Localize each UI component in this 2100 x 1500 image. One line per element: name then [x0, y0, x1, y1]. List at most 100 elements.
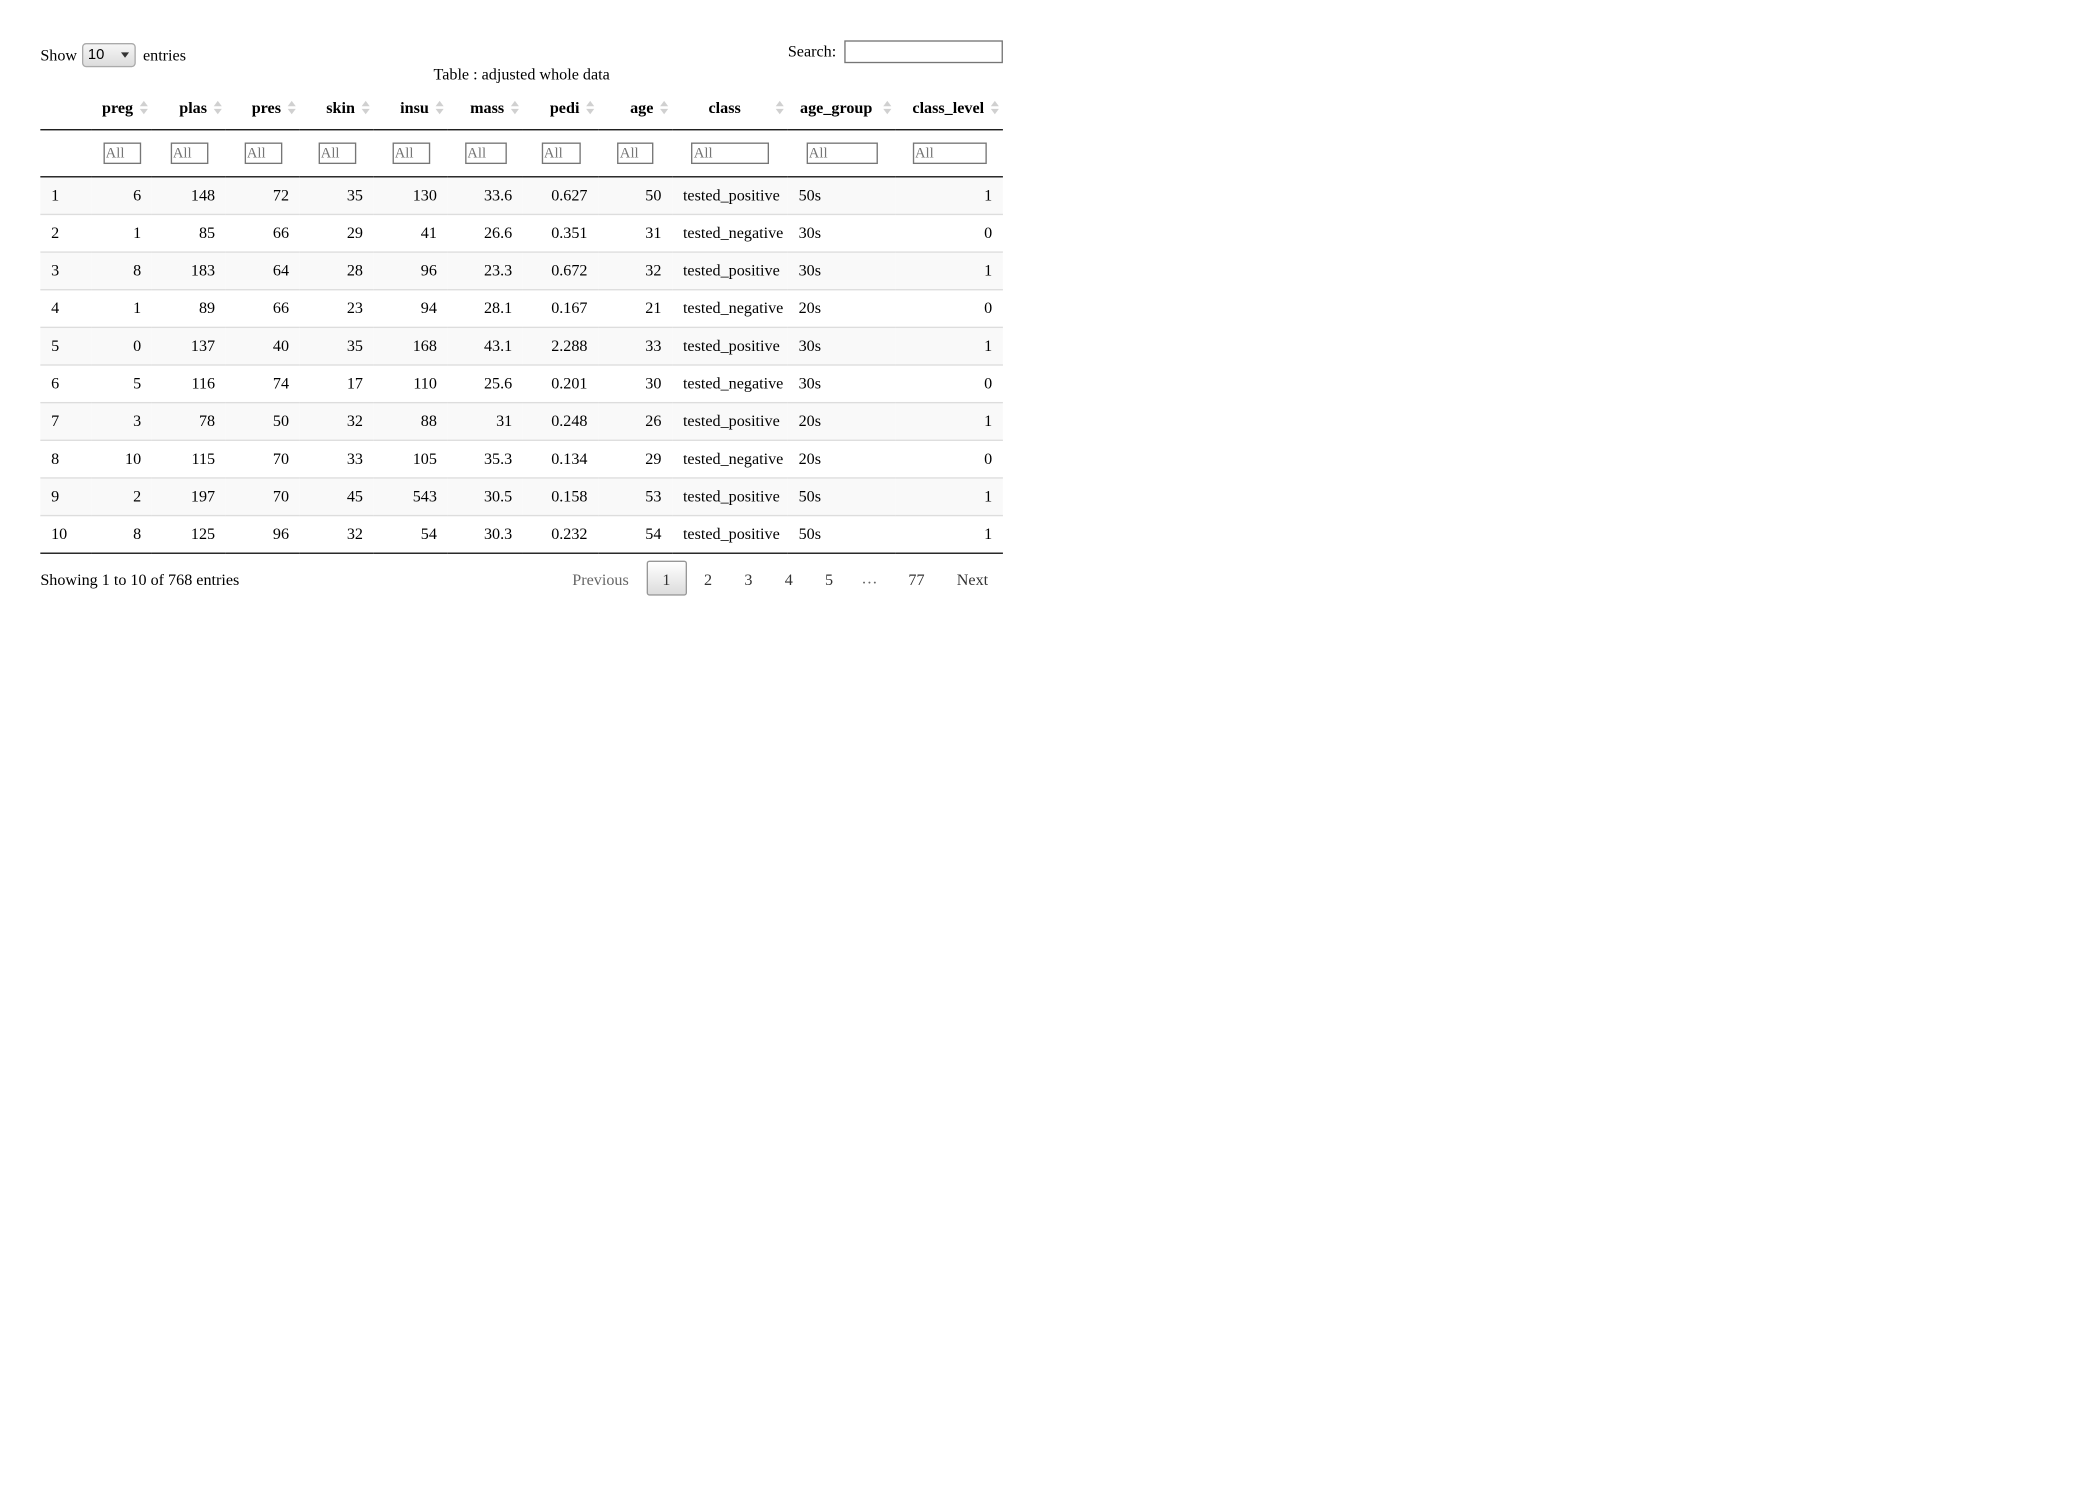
column-header-label: pres [251, 97, 281, 117]
cell-insu: 130 [373, 176, 448, 215]
cell-class: tested_positive [672, 176, 788, 215]
column-header-plas[interactable]: plas [151, 86, 226, 131]
cell-preg: 1 [91, 289, 152, 328]
cell-age-group: 20s [787, 289, 896, 328]
next-button[interactable]: Next [956, 570, 989, 589]
page-button-3[interactable]: 3 [744, 570, 753, 589]
cell-age: 26 [598, 401, 673, 441]
search-control: Search: [788, 40, 1003, 64]
page-button-1[interactable]: 1 [646, 560, 687, 596]
previous-button[interactable]: Previous [572, 570, 629, 589]
table-info: Showing 1 to 10 of 768 entries [40, 570, 240, 589]
filter-input-plas[interactable] [170, 142, 208, 165]
cell-index: 1 [40, 176, 92, 215]
column-header-mass[interactable]: mass [447, 86, 523, 131]
entries-length-value: 10 [87, 47, 105, 64]
cell-pedi: 0.627 [522, 176, 599, 215]
cell-class: tested_positive [672, 326, 788, 366]
column-header-pedi[interactable]: pedi [522, 86, 599, 131]
cell-plas: 197 [151, 477, 226, 516]
table-row[interactable]: 5 0 137 40 35 168 43.1 2.288 33 tested_positive 30… [40, 326, 1003, 366]
cell-class-level: 1 [895, 477, 1003, 516]
cell-index: 10 [40, 514, 92, 554]
cell-preg: 8 [91, 514, 152, 554]
filter-input-pres[interactable] [244, 142, 282, 165]
page-button-4[interactable]: 4 [784, 570, 793, 589]
column-filter-cell [299, 129, 374, 178]
table-row[interactable]: 3 8 183 64 28 96 23.3 0.672 32 tested_positive 30s… [40, 251, 1003, 290]
cell-index: 4 [40, 289, 92, 328]
entries-length-select[interactable]: 10 [82, 43, 137, 68]
column-header-label: plas [179, 97, 208, 117]
column-header-label: class [708, 97, 741, 117]
column-header-age[interactable]: age [598, 86, 673, 131]
cell-skin: 45 [299, 477, 374, 516]
column-header-skin[interactable]: skin [299, 86, 374, 131]
cell-index: 7 [40, 401, 92, 441]
filter-input-class-level[interactable] [912, 142, 987, 165]
filter-input-preg[interactable] [102, 142, 141, 165]
filter-input-age-group[interactable] [805, 142, 878, 165]
cell-pres: 50 [225, 401, 300, 441]
cell-pedi: 0.672 [522, 251, 599, 290]
column-header-preg[interactable]: preg [91, 86, 152, 131]
cell-age: 32 [598, 251, 673, 290]
page-button-5[interactable]: 5 [825, 570, 834, 589]
cell-mass: 30.5 [447, 477, 523, 516]
cell-pedi: 0.232 [522, 514, 599, 554]
column-filter-cell [787, 129, 896, 178]
cell-plas: 148 [151, 176, 226, 215]
cell-pedi: 0.167 [522, 289, 599, 328]
column-filter-cell [672, 129, 788, 178]
cell-skin: 23 [299, 289, 374, 328]
cell-age: 53 [598, 477, 673, 516]
table-row[interactable]: 9 2 197 70 45 543 30.5 0.158 53 tested_positive 50… [40, 477, 1003, 516]
sort-icon [139, 100, 148, 115]
column-header-class-level[interactable]: class_level [895, 86, 1003, 131]
table-row[interactable]: 2 1 85 66 29 41 26.6 0.351 31 tested_negative 30s 0 [40, 213, 1003, 253]
table-row[interactable]: 8 10 115 70 33 105 35.3 0.134 29 tested_negative 2… [40, 439, 1003, 478]
filter-input-mass[interactable] [464, 142, 507, 165]
cell-class-level: 1 [895, 251, 1003, 290]
cell-age-group: 30s [787, 326, 896, 366]
cell-age: 54 [598, 514, 673, 554]
cell-pres: 64 [225, 251, 300, 290]
cell-pres: 74 [225, 364, 300, 403]
cell-plas: 125 [151, 514, 226, 554]
filter-input-skin[interactable] [317, 142, 356, 165]
pagination-ellipsis: … [861, 568, 878, 587]
cell-age: 31 [598, 213, 673, 253]
cell-insu: 96 [373, 251, 448, 290]
cell-plas: 137 [151, 326, 226, 366]
cell-age: 29 [598, 439, 673, 478]
column-header-class[interactable]: class [672, 86, 788, 131]
column-filter-cell [522, 129, 599, 178]
sort-icon [660, 100, 669, 115]
filter-input-pedi[interactable] [541, 142, 581, 165]
filter-input-class[interactable] [691, 142, 769, 165]
search-input[interactable] [844, 40, 1003, 64]
table-body: 1 6 148 72 35 130 33.6 0.627 50 tested_positive 50… [40, 176, 1003, 554]
table-row[interactable]: 7 3 78 50 32 88 31 0.248 26 tested_positive 20s 1 [40, 401, 1003, 441]
table-row[interactable]: 10 8 125 96 32 54 30.3 0.232 54 tested_positive 50… [40, 514, 1003, 554]
column-header-age-group[interactable]: age_group [787, 86, 896, 131]
column-header-pres[interactable]: pres [225, 86, 300, 131]
column-filter-cell [895, 129, 1003, 178]
cell-class-level: 0 [895, 289, 1003, 328]
page-button-last[interactable]: 77 [908, 570, 925, 589]
cell-preg: 3 [91, 401, 152, 441]
table-row[interactable]: 4 1 89 66 23 94 28.1 0.167 21 tested_negative 20s 0 [40, 289, 1003, 328]
table-row[interactable]: 1 6 148 72 35 130 33.6 0.627 50 tested_positive 50… [40, 176, 1003, 215]
cell-pres: 70 [225, 477, 300, 516]
filter-input-age[interactable] [617, 142, 654, 165]
column-header-insu[interactable]: insu [373, 86, 448, 131]
table-row[interactable]: 6 5 116 74 17 110 25.6 0.201 30 tested_negative 30… [40, 364, 1003, 403]
cell-index: 3 [40, 251, 92, 290]
page-button-2[interactable]: 2 [704, 570, 713, 589]
column-header-label: class_level [912, 97, 985, 117]
filter-input-insu[interactable] [391, 142, 430, 165]
cell-insu: 543 [373, 477, 448, 516]
cell-insu: 41 [373, 213, 448, 253]
cell-age: 30 [598, 364, 673, 403]
cell-class: tested_negative [672, 289, 788, 328]
